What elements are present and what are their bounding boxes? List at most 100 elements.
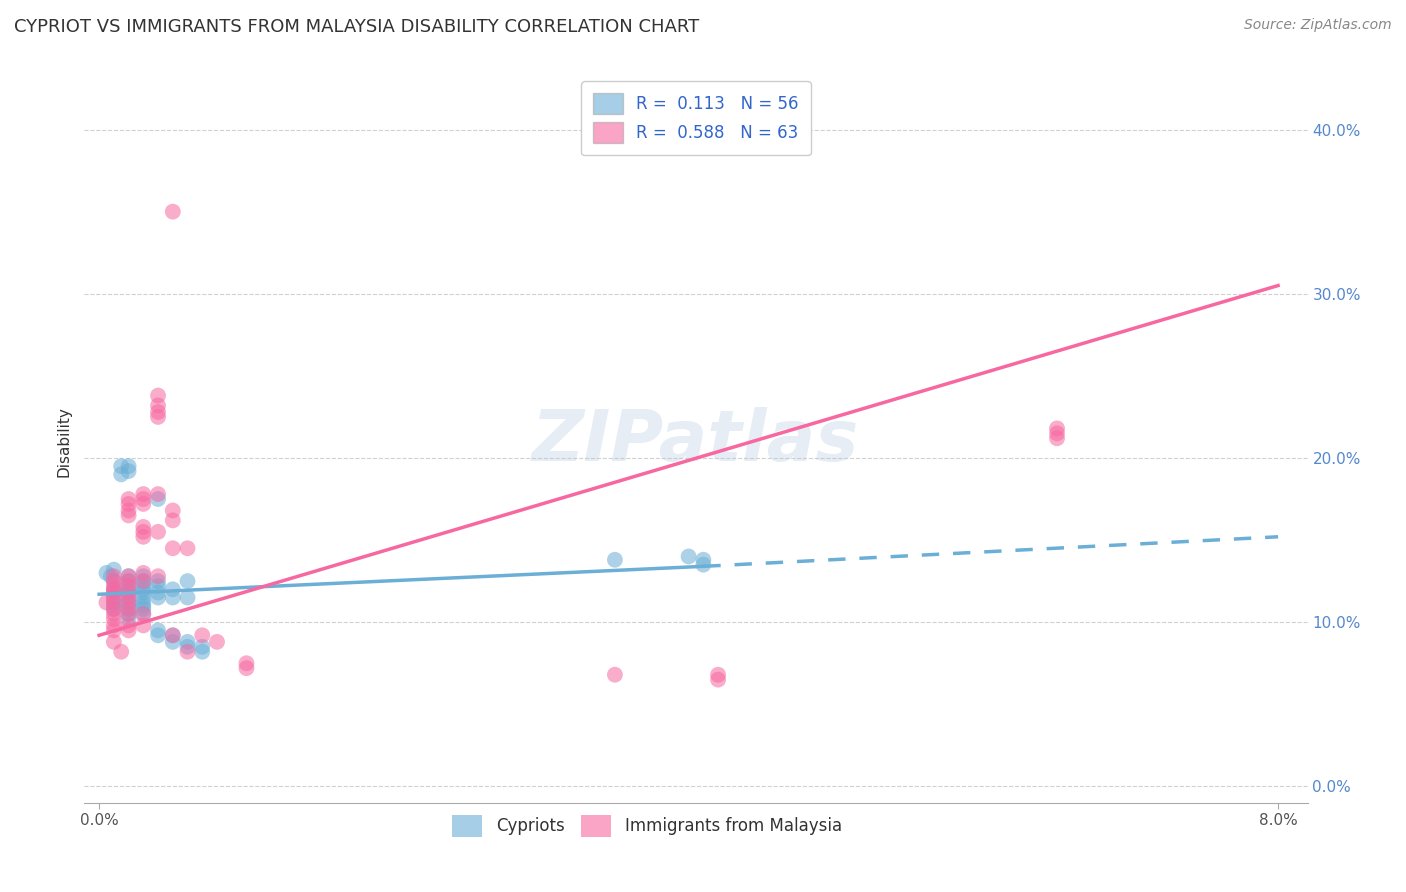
Point (692, 553, 714, 567)
Point (103, 612, 125, 626)
Point (146, 585, 169, 599)
Point (146, 524, 169, 539)
Point (162, 591, 184, 605)
Text: Source: ZipAtlas.com: Source: ZipAtlas.com (1244, 18, 1392, 32)
Point (1046, 431, 1069, 445)
Point (117, 574, 139, 588)
Point (1046, 421, 1069, 435)
Point (103, 582, 125, 597)
Point (132, 599, 155, 613)
Point (132, 585, 155, 599)
Point (132, 569, 155, 583)
Point (162, 582, 184, 597)
Point (146, 579, 169, 593)
Legend: Cypriots, Immigrants from Malaysia: Cypriots, Immigrants from Malaysia (444, 807, 851, 845)
Point (103, 574, 125, 588)
Point (132, 607, 155, 621)
Point (176, 574, 198, 588)
Point (103, 618, 125, 632)
Point (103, 582, 125, 597)
Point (103, 595, 125, 609)
Point (117, 569, 139, 583)
Point (100, 569, 122, 583)
Point (191, 645, 214, 659)
Point (117, 503, 139, 517)
Point (117, 579, 139, 593)
Point (117, 459, 139, 474)
Point (117, 607, 139, 621)
Point (132, 602, 155, 616)
Point (103, 635, 125, 649)
Point (162, 628, 184, 642)
Point (103, 607, 125, 621)
Point (110, 459, 132, 474)
Point (103, 585, 125, 599)
Point (132, 491, 155, 506)
Point (117, 585, 139, 599)
Point (146, 628, 169, 642)
Point (117, 582, 139, 597)
Point (132, 566, 155, 580)
Point (117, 569, 139, 583)
Point (117, 464, 139, 478)
Point (146, 574, 169, 588)
Point (132, 579, 155, 593)
Point (146, 398, 169, 412)
Point (103, 579, 125, 593)
Point (110, 467, 132, 482)
Point (176, 645, 198, 659)
Point (707, 667, 730, 681)
Point (117, 618, 139, 632)
Point (103, 599, 125, 613)
Point (146, 624, 169, 638)
Point (132, 524, 155, 539)
Point (117, 497, 139, 511)
Text: ZIPatlas: ZIPatlas (533, 407, 859, 476)
Point (117, 595, 139, 609)
Point (146, 409, 169, 424)
Point (162, 513, 184, 527)
Point (103, 591, 125, 605)
Point (132, 487, 155, 501)
Point (117, 599, 139, 613)
Point (117, 591, 139, 605)
Point (132, 595, 155, 609)
Point (117, 491, 139, 506)
Point (117, 624, 139, 638)
Point (1046, 426, 1069, 441)
Y-axis label: Disability: Disability (56, 406, 72, 477)
Point (132, 607, 155, 621)
Point (117, 602, 139, 616)
Point (146, 491, 169, 506)
Point (110, 645, 132, 659)
Point (176, 635, 198, 649)
Point (103, 624, 125, 638)
Point (146, 569, 169, 583)
Point (191, 628, 214, 642)
Point (103, 585, 125, 599)
Point (692, 558, 714, 572)
Point (117, 607, 139, 621)
Point (132, 574, 155, 588)
Point (603, 553, 626, 567)
Point (103, 602, 125, 616)
Point (603, 667, 626, 681)
Point (176, 591, 198, 605)
Point (96, 595, 118, 609)
Point (103, 591, 125, 605)
Point (191, 640, 214, 654)
Text: CYPRIOT VS IMMIGRANTS FROM MALAYSIA DISABILITY CORRELATION CHART: CYPRIOT VS IMMIGRANTS FROM MALAYSIA DISA… (14, 18, 699, 36)
Point (132, 530, 155, 544)
Point (205, 635, 228, 649)
Point (103, 563, 125, 577)
Point (117, 574, 139, 588)
Point (117, 612, 139, 626)
Point (235, 661, 257, 675)
Point (117, 508, 139, 523)
Point (117, 591, 139, 605)
Point (103, 602, 125, 616)
Point (103, 595, 125, 609)
Point (132, 582, 155, 597)
Point (678, 549, 700, 564)
Point (117, 585, 139, 599)
